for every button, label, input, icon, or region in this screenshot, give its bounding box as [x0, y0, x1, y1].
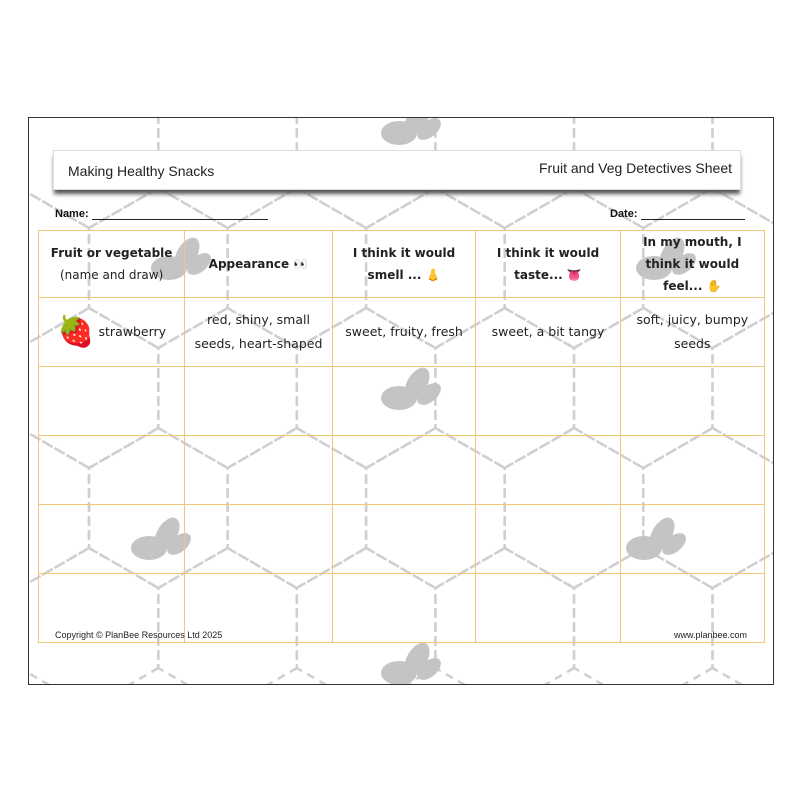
topic-title: Making Healthy Snacks	[68, 163, 215, 179]
empty-cell[interactable]	[619, 435, 766, 505]
taste-cell[interactable]: sweet, a bit tangy	[475, 297, 621, 367]
table-header-row: Fruit or vegetable (name and draw) Appear…	[37, 230, 766, 298]
empty-cell[interactable]	[475, 573, 621, 643]
col-feel: In my mouth, I think it would feel... ✋	[619, 230, 766, 298]
empty-cell[interactable]	[619, 504, 766, 574]
bee-icon	[381, 642, 441, 684]
col-smell: I think it would smell ... 👃	[331, 230, 477, 298]
table-row: 🍓 strawberry red, shiny, small seeds, he…	[37, 297, 766, 367]
empty-cell[interactable]	[37, 366, 186, 436]
strawberry-icon: 🍓	[57, 314, 95, 350]
nose-icon: 👃	[425, 268, 441, 282]
empty-cell[interactable]	[331, 504, 477, 574]
empty-cell[interactable]	[37, 435, 186, 505]
hand-icon: ✋	[706, 279, 722, 293]
hexagon-outline	[364, 186, 506, 350]
feel-cell[interactable]: soft, juicy, bumpy seeds	[619, 297, 766, 367]
table-row	[37, 573, 766, 643]
col-fruit: Fruit or vegetable (name and draw)	[37, 230, 186, 298]
empty-cell[interactable]	[331, 435, 477, 505]
smell-cell[interactable]: sweet, fruity, fresh	[331, 297, 477, 367]
hexagon-outline	[503, 186, 645, 350]
empty-cell[interactable]	[37, 504, 186, 574]
bee-icon	[381, 118, 441, 145]
empty-cell[interactable]	[475, 435, 621, 505]
empty-cell[interactable]	[37, 573, 186, 643]
empty-cell[interactable]	[475, 504, 621, 574]
empty-cell[interactable]	[331, 573, 477, 643]
copyright: Copyright © PlanBee Resources Ltd 2025	[55, 630, 223, 640]
empty-cell[interactable]	[331, 366, 477, 436]
worksheet-page: Making Healthy Snacks Fruit and Veg Dete…	[28, 117, 774, 685]
appearance-cell[interactable]: red, shiny, small seeds, heart-shaped	[184, 297, 333, 367]
title-banner: Making Healthy Snacks Fruit and Veg Dete…	[53, 150, 741, 190]
col-taste: I think it would taste... 👅	[475, 230, 621, 298]
fruit-cell[interactable]: 🍓 strawberry	[37, 297, 186, 367]
eyes-icon: 👀	[293, 257, 309, 271]
col-appearance: Appearance 👀	[184, 230, 333, 298]
empty-cell[interactable]	[184, 366, 333, 436]
empty-cell[interactable]	[184, 573, 333, 643]
website-link[interactable]: www.planbee.com	[673, 630, 747, 640]
name-field[interactable]: Name:	[55, 208, 268, 220]
empty-cell[interactable]	[619, 366, 766, 436]
detective-table: Fruit or vegetable (name and draw) Appear…	[37, 230, 766, 643]
hexagon-outline	[87, 186, 229, 350]
date-field[interactable]: Date:	[610, 208, 745, 220]
table-row	[37, 504, 766, 574]
hexagon-outline	[642, 186, 773, 350]
empty-cell[interactable]	[184, 435, 333, 505]
tongue-icon: 👅	[566, 268, 582, 282]
empty-cell[interactable]	[184, 504, 333, 574]
empty-cell[interactable]	[475, 366, 621, 436]
table-row	[37, 435, 766, 505]
name-label: Name:	[55, 208, 89, 220]
empty-cell[interactable]	[619, 573, 766, 643]
date-label: Date:	[610, 208, 638, 220]
table-row	[37, 366, 766, 436]
sheet-title: Fruit and Veg Detectives Sheet	[539, 160, 732, 176]
